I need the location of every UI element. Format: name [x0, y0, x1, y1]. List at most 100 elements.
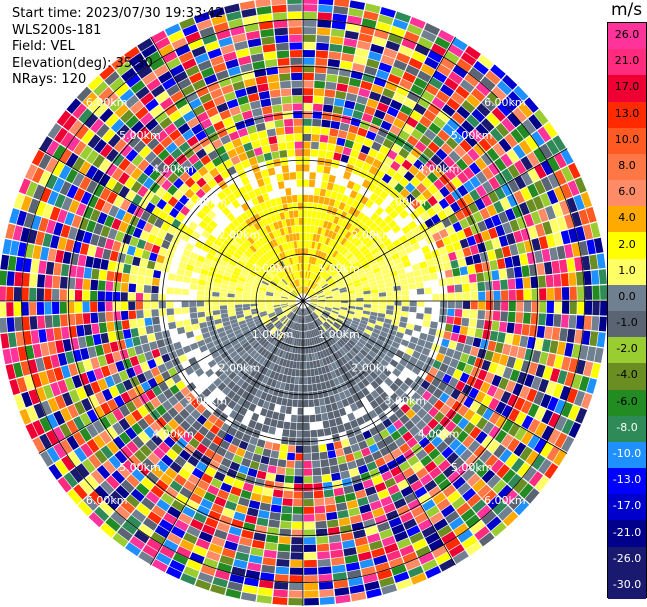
velocity-gate	[268, 402, 276, 411]
velocity-gate	[447, 301, 455, 309]
velocity-gate	[151, 277, 160, 286]
velocity-gate	[330, 231, 338, 240]
velocity-gate	[502, 221, 513, 235]
velocity-gate	[280, 260, 286, 268]
velocity-gate	[295, 263, 299, 272]
velocity-gate	[344, 100, 356, 110]
velocity-gate	[357, 127, 368, 138]
velocity-gate	[342, 334, 350, 342]
velocity-gate	[371, 332, 380, 339]
velocity-gate	[232, 80, 245, 91]
velocity-gate	[283, 118, 294, 127]
velocity-gate	[468, 162, 481, 175]
velocity-gate	[354, 344, 362, 352]
velocity-gate	[239, 536, 253, 547]
velocity-gate	[410, 199, 421, 210]
velocity-gate	[438, 459, 451, 472]
velocity-gate	[318, 397, 326, 406]
velocity-gate	[191, 45, 207, 58]
velocity-gate	[228, 18, 244, 29]
velocity-gate	[492, 143, 506, 157]
velocity-gate	[367, 533, 381, 544]
velocity-gate	[290, 57, 303, 65]
velocity-gate	[228, 285, 236, 291]
velocity-gate	[250, 292, 258, 297]
velocity-gate	[162, 50, 178, 64]
velocity-gate	[303, 57, 315, 65]
velocity-gate	[195, 579, 212, 591]
velocity-gate	[93, 367, 104, 381]
velocity-gate	[446, 316, 455, 325]
velocity-gate	[365, 486, 377, 496]
velocity-gate	[332, 344, 339, 352]
velocity-gate	[121, 67, 137, 82]
velocity-gate	[435, 90, 450, 104]
velocity-gate	[334, 393, 342, 402]
velocity-gate	[424, 128, 437, 141]
velocity-gate	[303, 430, 311, 438]
velocity-gate	[46, 446, 60, 463]
velocity-gate	[197, 166, 209, 177]
velocity-gate	[578, 209, 590, 225]
velocity-gate	[448, 544, 465, 558]
velocity-gate	[249, 325, 257, 332]
velocity-gate	[394, 204, 405, 214]
velocity-gate	[224, 450, 235, 461]
velocity-gate	[265, 304, 273, 307]
velocity-gate	[134, 529, 150, 544]
velocity-gate	[347, 412, 356, 422]
velocity-gate	[519, 335, 529, 348]
velocity-gate	[249, 377, 258, 387]
velocity-gate	[31, 373, 42, 388]
velocity-gate	[213, 22, 229, 33]
velocity-gate	[409, 301, 417, 307]
velocity-gate	[479, 207, 491, 220]
velocity-gate	[100, 365, 111, 378]
velocity-gate	[312, 460, 321, 468]
velocity-gate	[307, 289, 313, 296]
velocity-gate	[50, 235, 60, 249]
velocity-gate	[413, 159, 425, 171]
velocity-gate	[233, 559, 248, 569]
velocity-gate	[413, 77, 428, 90]
velocity-gate	[262, 400, 271, 410]
velocity-gate	[93, 222, 104, 236]
velocity-gate	[238, 186, 248, 196]
velocity-gate	[320, 334, 326, 342]
velocity-gate	[225, 328, 234, 335]
velocity-gate	[158, 346, 168, 356]
velocity-gate	[195, 188, 206, 199]
velocity-gate	[315, 288, 323, 294]
velocity-gate	[450, 425, 463, 438]
velocity-gate	[303, 392, 309, 400]
velocity-gate	[184, 403, 196, 414]
velocity-gate	[202, 263, 211, 271]
velocity-gate	[257, 365, 265, 374]
velocity-gate	[402, 467, 415, 479]
velocity-gate	[90, 209, 101, 222]
colorbar-segment	[608, 127, 646, 155]
velocity-gate	[215, 252, 224, 260]
velocity-gate	[147, 137, 160, 151]
velocity-gate	[137, 353, 147, 364]
velocity-gate	[99, 430, 112, 445]
velocity-gate	[317, 227, 323, 235]
velocity-gate	[348, 7, 364, 18]
velocity-gate	[220, 284, 229, 290]
velocity-gate	[568, 314, 577, 329]
velocity-gate	[130, 488, 145, 503]
velocity-gate	[298, 217, 303, 225]
velocity-gate	[296, 430, 303, 438]
velocity-gate	[247, 562, 262, 572]
velocity-gate	[199, 273, 208, 281]
velocity-gate	[278, 333, 284, 341]
velocity-gate	[204, 301, 212, 307]
velocity-gate	[351, 521, 365, 532]
velocity-gate	[222, 376, 232, 386]
velocity-gate	[249, 436, 259, 446]
velocity-gate	[504, 256, 514, 268]
velocity-gate	[421, 90, 435, 103]
velocity-gate	[336, 254, 344, 262]
velocity-gate	[244, 331, 252, 339]
velocity-gate	[161, 239, 171, 250]
